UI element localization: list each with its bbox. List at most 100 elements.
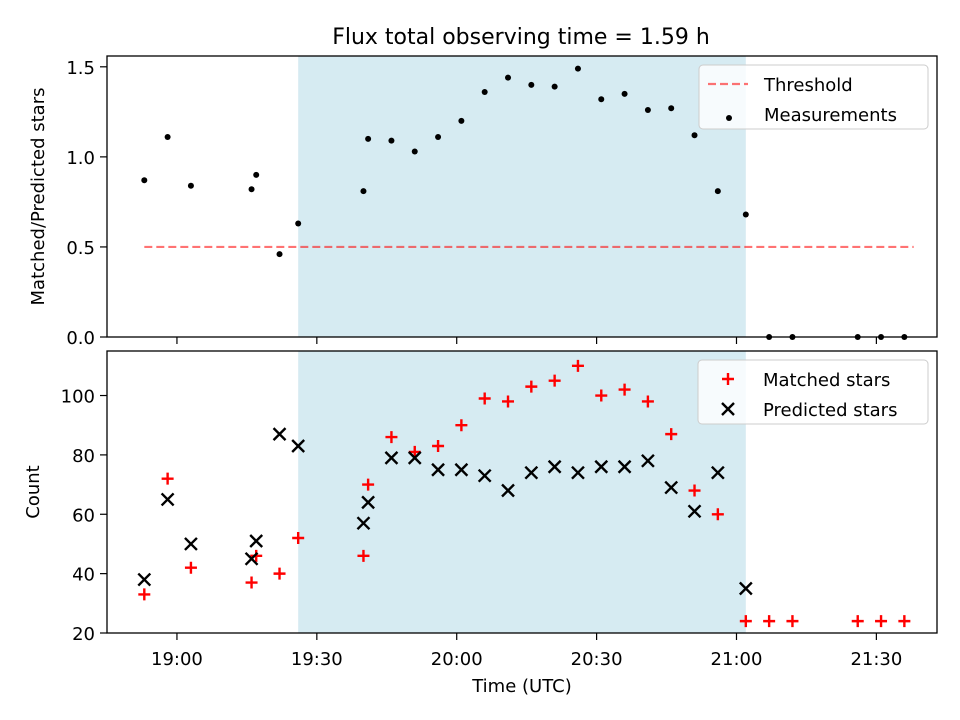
predicted-star-marker [407,451,422,465]
axes-frame [106,55,938,338]
y-tick-label: 1.5 [66,58,95,79]
measurement-point [248,186,255,193]
predicted-star-marker [184,537,198,551]
predicted-star-marker [477,468,492,483]
predicted-star-marker [356,516,371,531]
measurement-point [691,132,698,139]
axes-frame [106,350,938,634]
matched-star-marker [548,374,561,387]
predicted-star-marker [454,462,469,477]
measurement-point [644,107,651,114]
matched-star-marker [357,549,370,562]
matched-star-marker [245,576,258,589]
measurement-point [668,105,675,112]
measurement-point [528,81,535,88]
bottom-panel: 20 40 60 80 100 19:00 19:30 20:00 20:30 21:00 21:3… [23,350,938,697]
y-tick-label: 0.0 [66,328,95,349]
matched-star-marker [292,532,305,545]
matched-star-marker [138,588,151,601]
matched-star-marker [688,484,701,497]
y-tick-label: 1.0 [66,148,95,169]
matched-star-marker [739,615,752,628]
y-axis-label: Matched/Predicted stars [28,88,49,306]
y-axis-label: Count [23,465,44,518]
legend-box [698,64,929,130]
matched-star-marker [273,567,286,580]
predicted-star-marker [641,453,655,468]
measurement-point [360,188,367,195]
matched-star-marker [362,478,375,491]
x-axis-label: Time (UTC) [471,676,572,697]
matched-star-marker [763,615,776,628]
y-tick-label: 20 [72,624,95,645]
predicted-star-marker [431,462,445,477]
observing-window-shade [298,56,746,337]
measurement-point [505,74,512,81]
measurement-point [714,188,721,195]
matched-star-marker [432,439,445,452]
matched-star-marker [875,615,888,628]
predicted-star-marker [361,495,375,510]
matched-star-marker [455,419,468,432]
measurement-point [187,182,194,189]
measurement-point [742,211,749,218]
predicted-star-marker [272,427,287,441]
matched-star-marker [898,615,911,628]
legend-measurement-swatch [726,115,732,121]
predicted-star-marker [687,504,702,519]
predicted-star-marker [571,465,585,480]
y-tick-label: 0.5 [66,238,95,259]
measurement-point [598,96,605,103]
matched-star-marker [618,383,631,396]
legend-label: Measurements [764,105,897,126]
matched-star-marker [641,395,654,408]
legend-label: Matched stars [763,370,890,391]
x-tick-label: 20:30 [571,649,623,670]
measurement-point [574,65,581,72]
x-tick-label: 21:00 [711,649,763,670]
chart-title: Flux total observing time = 1.59 h [332,25,710,50]
top-panel: 0.0 0.5 1.0 1.5 Matched/Predicted stars Thres… [28,55,938,349]
predicted-star-marker [710,465,725,480]
measurement-point [295,220,302,227]
measurement-point [141,177,148,184]
matched-star-marker [595,389,608,402]
legend-label: Threshold [763,75,853,96]
legend-predicted-swatch [721,402,735,416]
predicted-star-marker [617,459,632,474]
measurement-point [253,171,260,178]
legend-matched-swatch [722,373,734,385]
y-tick-label: 40 [72,565,95,586]
matched-star-marker [711,508,724,521]
y-tick-label: 80 [72,446,95,467]
predicted-star-marker [137,572,152,587]
x-tick-label: 20:00 [431,649,483,670]
measurement-point [551,83,558,90]
matched-star-marker [161,472,174,485]
measurement-point [276,251,283,258]
matched-star-marker [385,431,398,444]
matched-star-marker [478,392,491,405]
y-tick-label: 100 [61,387,95,408]
predicted-star-marker [249,534,264,548]
predicted-star-marker [738,581,753,596]
predicted-star-marker [524,465,539,480]
legend-box [697,359,929,425]
measurement-point [621,90,628,97]
matched-star-marker [184,561,197,574]
measurement-point [365,135,372,142]
x-tick-label: 21:30 [850,649,902,670]
predicted-star-marker [664,480,679,495]
predicted-star-marker [160,492,175,507]
matched-star-marker [502,395,515,408]
predicted-star-marker [291,439,306,453]
matched-star-marker [571,359,584,372]
matched-star-marker [851,615,864,628]
matched-star-marker [786,615,799,628]
predicted-star-marker [244,551,259,566]
matched-star-marker [408,445,421,458]
measurement-point [164,134,171,141]
measurement-point [481,89,488,96]
measurement-point [388,137,395,144]
